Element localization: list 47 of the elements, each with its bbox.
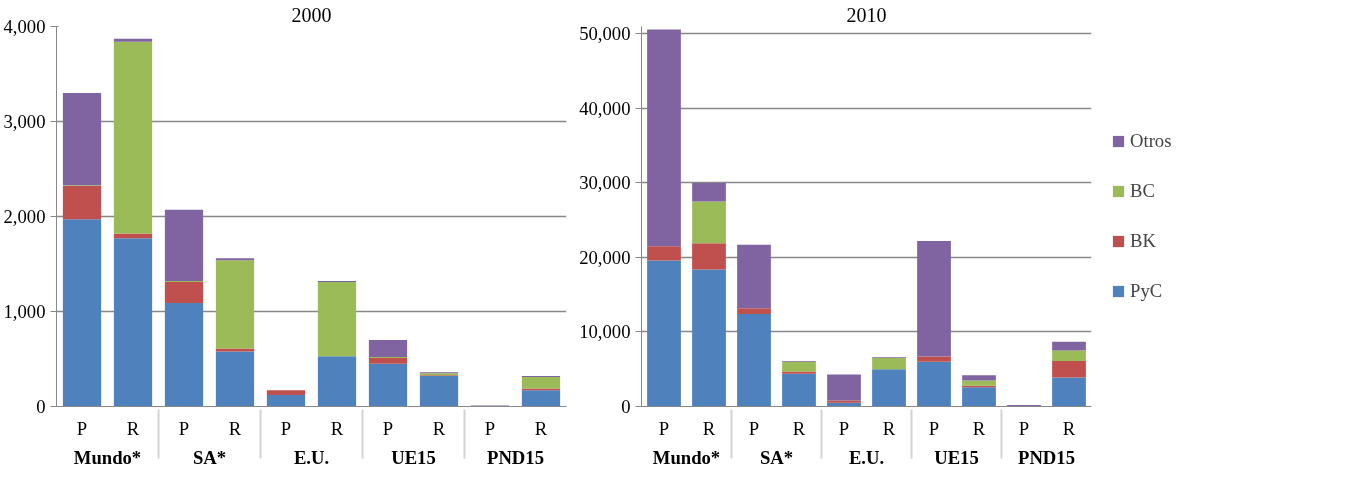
legend-label: Otros bbox=[1130, 130, 1172, 152]
x-tick-label: P bbox=[928, 417, 940, 439]
text: E.U. bbox=[848, 446, 885, 468]
x-tick-label: P bbox=[178, 417, 190, 439]
x-tick-label: R bbox=[228, 417, 242, 439]
text: PND15 bbox=[1018, 446, 1075, 468]
y-tick-label: 2,000 bbox=[3, 206, 46, 227]
text: Mundo* bbox=[652, 446, 721, 468]
x-tick-label: R bbox=[534, 417, 548, 439]
text: SA* bbox=[192, 446, 227, 468]
text: UE15 bbox=[391, 446, 436, 468]
text: UE15 bbox=[934, 446, 979, 468]
x-tick-label: R bbox=[702, 417, 716, 439]
x-tick-label: P bbox=[76, 417, 88, 439]
x-tick-label: P bbox=[484, 417, 496, 439]
y-tick-label: 50,000 bbox=[579, 23, 631, 45]
chart-title: 2010 bbox=[846, 3, 887, 26]
x-tick-label: P bbox=[1018, 417, 1030, 439]
text: SA* bbox=[759, 446, 794, 468]
x-tick-label: R bbox=[972, 417, 986, 439]
y-tick-label: 10,000 bbox=[579, 321, 631, 343]
y-tick-label: 1,000 bbox=[3, 301, 46, 322]
legend-label: BC bbox=[1130, 180, 1155, 202]
y-tick-label: 0 bbox=[621, 396, 631, 417]
y-tick-label: 30,000 bbox=[579, 172, 631, 194]
y-tick-label: 3,000 bbox=[3, 111, 46, 132]
text: PND15 bbox=[487, 446, 544, 468]
x-tick-label: P bbox=[838, 417, 850, 439]
text: E.U. bbox=[293, 446, 330, 468]
x-tick-label: P bbox=[658, 417, 670, 439]
legend-label: PyC bbox=[1130, 280, 1163, 302]
text: Mundo* bbox=[73, 446, 142, 468]
y-tick-label: 0 bbox=[36, 396, 46, 417]
y-tick-label: 40,000 bbox=[579, 97, 631, 119]
x-tick-label: R bbox=[792, 417, 806, 439]
y-tick-label: 4,000 bbox=[3, 16, 46, 37]
legend-label: BK bbox=[1130, 230, 1156, 252]
x-tick-label: R bbox=[1062, 417, 1076, 439]
x-tick-label: R bbox=[432, 417, 446, 439]
chart-title: 2000 bbox=[291, 3, 332, 26]
x-tick-label: P bbox=[748, 417, 760, 439]
x-tick-label: R bbox=[126, 417, 140, 439]
x-tick-label: R bbox=[330, 417, 344, 439]
x-tick-label: P bbox=[280, 417, 292, 439]
x-tick-label: P bbox=[382, 417, 394, 439]
x-tick-label: R bbox=[882, 417, 896, 439]
y-tick-label: 20,000 bbox=[579, 246, 631, 268]
